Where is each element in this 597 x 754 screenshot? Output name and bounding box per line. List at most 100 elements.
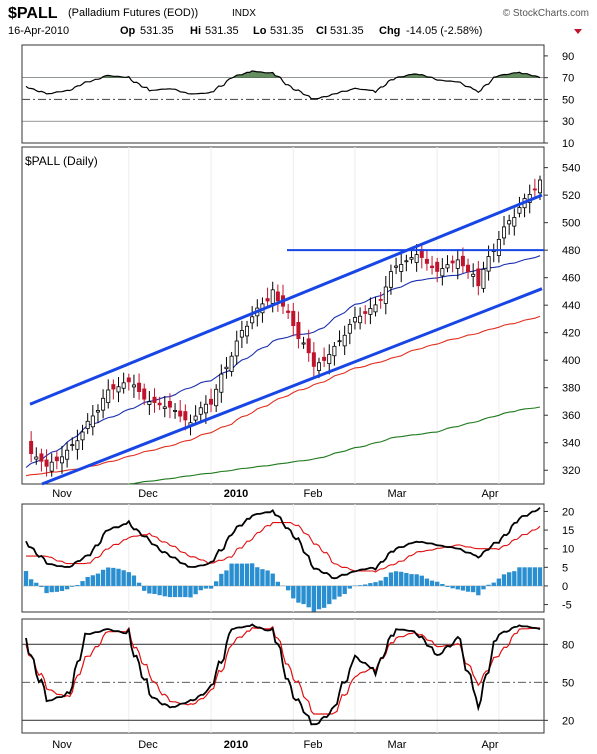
candle-body — [538, 179, 543, 194]
candle-body — [183, 411, 188, 421]
x-axis-label: Feb — [304, 488, 323, 500]
candle-body — [363, 311, 368, 314]
macd-histogram-bar — [106, 567, 111, 586]
macd-histogram-bar — [183, 585, 188, 598]
candle-body — [75, 440, 80, 450]
macd-histogram-bar — [527, 567, 532, 586]
macd-tick-label: 10 — [562, 544, 574, 556]
chart-symbol: $PALL — [8, 5, 58, 22]
macd-histogram-bar — [296, 585, 301, 603]
price-tick-label: 320 — [562, 465, 580, 477]
macd-histogram-bar — [404, 573, 409, 586]
candle-body — [270, 289, 275, 304]
price-tick-label: 400 — [562, 355, 580, 367]
macd-histogram-bar — [414, 574, 419, 586]
macd-histogram-bar — [522, 567, 527, 586]
candle-body — [239, 330, 244, 338]
macd-histogram-bar — [157, 585, 162, 596]
x-axis-label: 2010 — [224, 739, 248, 751]
stochastic-k-line — [25, 623, 541, 726]
candle-body — [142, 388, 147, 400]
price-tick-label: 380 — [562, 383, 580, 395]
candle-body — [44, 459, 49, 467]
macd-tick-label: 5 — [562, 562, 568, 574]
candle-body — [306, 338, 311, 354]
macd-histogram-bar — [496, 578, 502, 586]
macd-histogram-bar — [393, 571, 399, 586]
chart-name: (Palladium Futures (EOD)) — [68, 7, 198, 19]
candle-body — [476, 268, 481, 287]
x-axis-label: Mar — [388, 739, 407, 751]
x-axis-label: Dec — [138, 739, 158, 751]
price-tick-label: 340 — [562, 438, 580, 450]
macd-panel: 20 15 10 5 0 -5 — [21, 503, 574, 613]
candle-body — [234, 340, 239, 357]
rsi-tick-label: 50 — [562, 94, 574, 106]
macd-histogram-bar — [476, 585, 481, 596]
macd-histogram-bar — [172, 585, 178, 598]
candle-body — [486, 256, 491, 272]
candle-body — [394, 265, 399, 268]
candle-body — [414, 254, 419, 263]
macd-histogram-bar — [121, 570, 126, 586]
price-tick-label: 520 — [562, 190, 580, 202]
macd-histogram-bar — [198, 585, 203, 591]
macd-histogram-bar — [270, 573, 275, 586]
candle-body — [275, 291, 280, 302]
change-down-icon — [574, 29, 582, 34]
macd-histogram-bar — [471, 585, 476, 593]
x-axis-label: Nov — [52, 739, 72, 751]
macd-histogram-bar — [203, 585, 209, 589]
candle-body — [286, 310, 291, 313]
candle-body — [209, 398, 214, 405]
candle-body — [322, 356, 327, 361]
candle-body — [471, 273, 476, 277]
macd-histogram-bar — [188, 585, 193, 598]
candle-body — [455, 259, 460, 269]
candle-body — [229, 355, 234, 372]
candle-body — [70, 444, 75, 447]
change-value: -14.05 (-2.58%) — [406, 25, 482, 37]
macd-histogram-bar — [126, 572, 131, 586]
candle-body — [450, 260, 455, 264]
macd-histogram-bar — [383, 576, 388, 586]
macd-histogram-bar — [162, 585, 167, 597]
candle-body — [445, 264, 450, 269]
macd-histogram-bar — [193, 585, 198, 595]
macd-histogram-bar — [537, 567, 543, 586]
candle-body — [147, 401, 152, 405]
x-axis-label: Feb — [304, 739, 323, 751]
candle-body — [327, 354, 332, 365]
macd-histogram-bar — [95, 573, 101, 586]
candle-body — [152, 396, 157, 403]
x-axis-label: Nov — [52, 488, 72, 500]
macd-histogram-bar — [255, 567, 260, 586]
macd-histogram-bar — [285, 585, 291, 591]
candle-body — [54, 456, 59, 462]
macd-histogram-bar — [435, 581, 440, 586]
candle-body — [167, 400, 172, 408]
macd-histogram-bar — [363, 584, 368, 586]
macd-histogram-bar — [100, 569, 106, 586]
x-axis-label: Apr — [481, 739, 498, 751]
candle-body — [424, 258, 429, 264]
macd-histogram-bar — [136, 582, 142, 586]
macd-histogram-bar — [378, 580, 383, 586]
candle-body — [296, 322, 301, 339]
candle-body — [65, 449, 70, 460]
macd-histogram-bar — [424, 578, 430, 586]
macd-histogram-bar — [214, 581, 219, 586]
candle-body — [121, 382, 126, 389]
close-label: Cl — [316, 25, 327, 37]
price-panel-label: $PALL (Daily) — [25, 154, 98, 168]
ma50-line — [25, 255, 541, 468]
candle-body — [106, 389, 111, 404]
rsi-panel: 90 70 50 30 10 — [21, 44, 574, 150]
macd-histogram-bar — [465, 585, 471, 592]
rsi-tick-label: 30 — [562, 116, 574, 128]
macd-tick-label: 15 — [562, 525, 574, 537]
candle-body — [90, 415, 95, 428]
macd-histogram-bar — [70, 585, 75, 587]
candle-body — [291, 310, 296, 327]
